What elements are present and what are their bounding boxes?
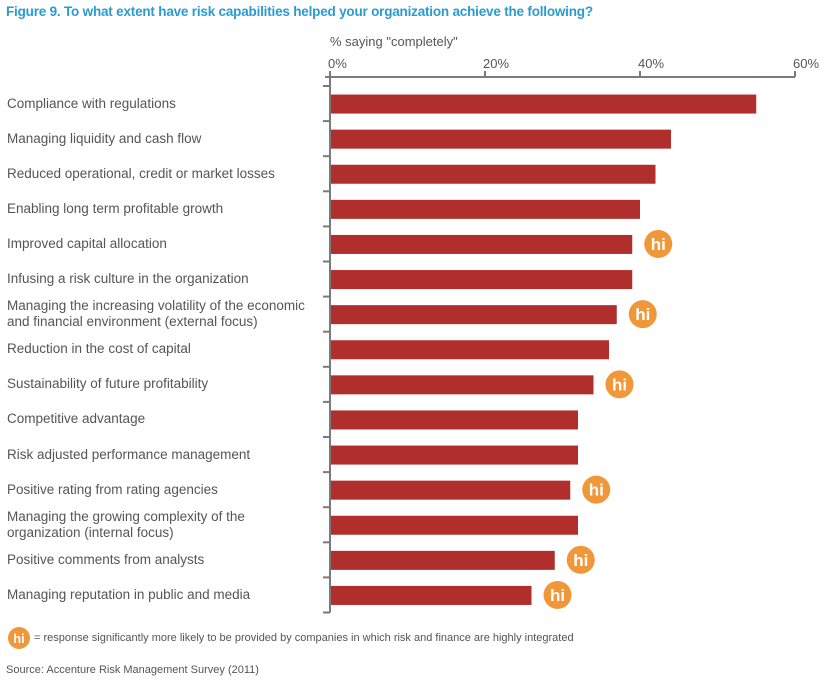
category-label: Compliance with regulations [7,96,176,112]
source-note: Source: Accenture Risk Management Survey… [6,664,259,676]
bar [331,199,640,219]
category-label: Sustainability of future profitability [7,376,208,392]
bar [331,305,617,325]
hi-marker-label: hi [589,481,604,500]
hi-marker-icon [605,370,634,399]
category-label-line: organization (internal focus) [7,524,174,540]
hi-marker-icon [582,475,611,504]
hi-marker-label: hi [550,586,565,605]
bar [331,270,633,290]
bar [331,340,609,360]
hi-marker-label: hi [651,235,666,254]
bar [331,164,656,184]
legend-text: = response significantly more likely to … [34,632,574,644]
bar [331,480,571,500]
category-label-line: Sustainability of future profitability [7,376,209,392]
bar [331,129,671,149]
category-label: Enabling long term profitable growth [7,201,223,217]
hi-marker-label: hi [612,375,627,394]
category-label-line: Managing the growing complexity of the [7,508,245,524]
bar [331,375,594,395]
category-label: Risk adjusted performance management [7,447,250,463]
category-label-line: Managing reputation in public and media [7,586,251,602]
bar [331,94,757,114]
category-label: Managing liquidity and cash flow [7,131,201,147]
category-label-line: Enabling long term profitable growth [7,200,224,216]
category-label: Reduced operational, credit or market lo… [7,166,275,182]
category-label-line: Risk adjusted performance management [7,446,251,462]
hi-marker-icon [566,545,595,574]
category-label: Competitive advantage [7,411,145,427]
hi-marker-icon [543,580,572,609]
category-label-line: Positive rating from rating agencies [7,481,218,497]
chart-title: Figure 9. To what extent have risk capab… [6,4,593,19]
hi-marker-icon: hi [8,627,30,649]
x-axis-title: % saying "completely" [330,34,458,49]
bar [331,550,555,570]
legend: hi = response significantly more likely … [8,627,574,649]
bar [331,445,578,465]
hi-marker-icon [644,229,673,258]
category-label: Positive comments from analysts [7,552,204,568]
x-tick-label: 60% [793,56,819,71]
category-label-line: Compliance with regulations [7,95,176,111]
category-label-line: Managing the increasing volatility of th… [7,298,305,314]
bar [331,585,532,605]
category-label: Infusing a risk culture in the organizat… [7,271,249,287]
bar [331,234,633,254]
category-label-line: Reduction in the cost of capital [7,341,191,357]
category-label: Managing reputation in public and media [7,587,250,603]
category-label: Managing the increasing volatility of th… [7,298,305,330]
category-label-line: Reduced operational, credit or market lo… [7,165,275,181]
category-label-line: Competitive advantage [7,411,146,427]
category-label: Reduction in the cost of capital [7,341,191,357]
category-label-line: Infusing a risk culture in the organizat… [7,271,249,287]
x-tick-label: 0% [328,56,347,71]
category-label-line: Positive comments from analysts [7,551,205,567]
category-label-line: and financial environment (external focu… [7,314,258,330]
bar [331,515,578,535]
bar [331,410,578,430]
category-label: Improved capital allocation [7,236,167,252]
category-label-line: Improved capital allocation [7,235,167,251]
category-label-line: Managing liquidity and cash flow [7,130,202,146]
hi-marker-label: hi [573,551,588,570]
x-tick-label: 40% [638,56,664,71]
hi-marker-label: hi [635,305,650,324]
category-label: Managing the growing complexity of the or… [7,509,245,541]
x-tick-label: 20% [483,56,509,71]
category-label: Positive rating from rating agencies [7,482,218,498]
hi-marker-icon [628,300,657,329]
